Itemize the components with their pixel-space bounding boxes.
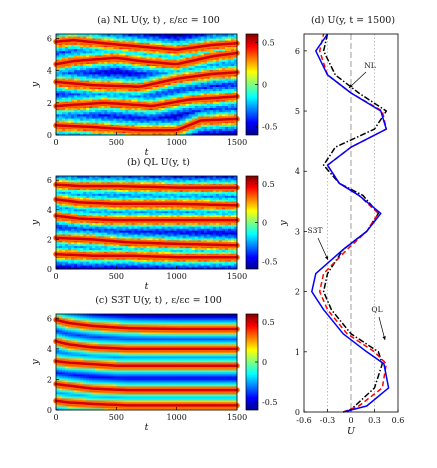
colorbar-tick-label: 0.5 [262,38,275,47]
y-tick-label: 4 [47,67,52,76]
y-axis-label: y [30,81,41,88]
colorbar-tick-label: -0.5 [262,123,277,132]
colorbar-tick-label: 0 [262,81,267,90]
y-tick-label: 6 [47,35,52,44]
chart-title: (a) NL U(y, t) , ε/εc = 100 [97,15,220,26]
y-tick-label: 0 [47,131,52,140]
x-tick-label: 1500 [227,138,247,147]
x-tick-label: 500 [109,138,124,147]
y-tick-label: 2 [47,99,52,108]
x-tick-label: 0 [53,138,58,147]
x-tick-label: 1000 [166,138,186,147]
